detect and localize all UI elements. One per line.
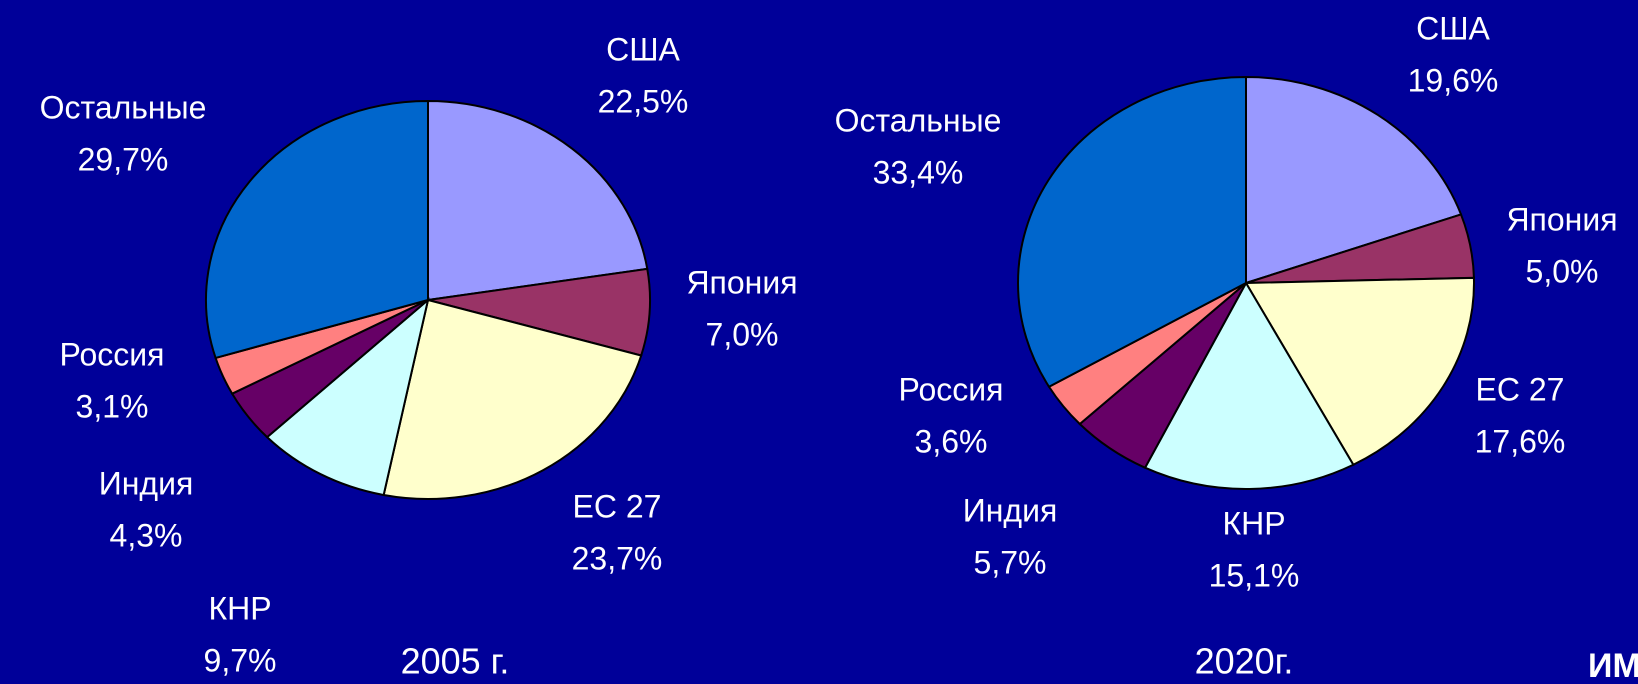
slice-value: 19,6% (1408, 62, 1499, 98)
slice-name: Япония (686, 264, 797, 300)
pie-slice (265, 297, 430, 497)
slice-value: 5,7% (974, 544, 1047, 580)
slice-name: США (606, 31, 680, 67)
logo: ИМЭ (1588, 647, 1638, 684)
slice-name: КНР (1222, 505, 1285, 541)
slice-name: Япония (1506, 201, 1617, 237)
slice-name: Россия (60, 336, 165, 372)
slice-name: Остальные (40, 89, 207, 125)
slice-name: КНР (208, 590, 271, 626)
slice-name: ЕС 27 (573, 488, 662, 524)
slice-name: ЕС 27 (1476, 371, 1565, 407)
slice-value: 4,3% (110, 517, 183, 553)
slice-value: 7,0% (706, 316, 779, 352)
pie-slice (427, 99, 649, 302)
pie-slice (382, 298, 643, 500)
slice-value: 22,5% (598, 83, 689, 119)
slice-value: 3,1% (76, 388, 149, 424)
chart-title: 2005 г. (401, 641, 510, 682)
slice-name: Индия (99, 465, 194, 501)
slice-name: Остальные (835, 102, 1002, 138)
slice-value: 23,7% (572, 540, 663, 576)
slice-value: 17,6% (1475, 423, 1566, 459)
slice-value: 9,7% (204, 642, 277, 678)
pie-slice (1017, 75, 1247, 389)
slice-name: Индия (963, 492, 1058, 528)
pie-slice (1244, 276, 1475, 467)
slice-name: США (1416, 10, 1490, 46)
slice-value: 3,6% (915, 423, 988, 459)
slice-name: Россия (899, 371, 1004, 407)
slice-value: 15,1% (1209, 557, 1300, 593)
slice-value: 5,0% (1526, 253, 1599, 289)
chart-title: 2020г. (1195, 641, 1294, 682)
slice-value: 33,4% (873, 154, 964, 190)
slice-value: 29,7% (78, 141, 169, 177)
pie-slice (205, 99, 429, 360)
pie-slice (1143, 280, 1355, 490)
